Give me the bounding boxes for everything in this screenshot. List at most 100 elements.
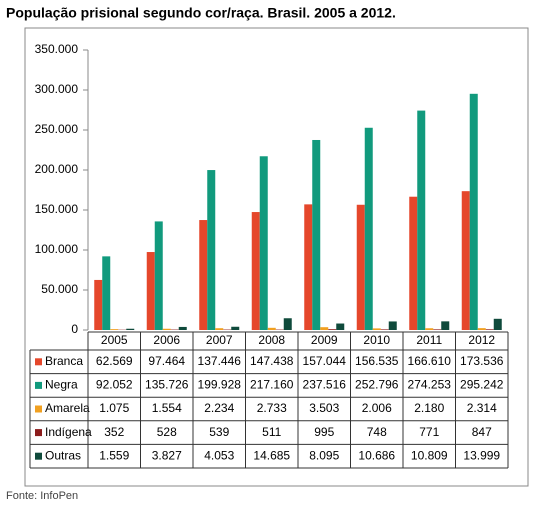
table-value: 10.686: [358, 448, 395, 462]
table-value: 1.554: [152, 401, 182, 415]
y-tick-label: 150.000: [35, 202, 79, 216]
legend-swatch: [35, 382, 42, 389]
table-value: 2.314: [467, 401, 497, 415]
legend-label: Amarela: [45, 401, 90, 415]
table-value: 1.075: [99, 401, 129, 415]
bar: [179, 327, 187, 330]
bar: [373, 328, 381, 330]
bar: [102, 256, 110, 330]
table-value: 511: [262, 425, 281, 439]
x-tick-label: 2008: [258, 333, 285, 347]
bar: [365, 128, 373, 330]
x-tick-label: 2010: [363, 333, 390, 347]
table-value: 2.006: [362, 401, 392, 415]
legend-swatch: [35, 358, 42, 365]
bar: [312, 140, 320, 330]
bar: [336, 324, 344, 330]
x-tick-label: 2007: [206, 333, 233, 347]
table-value: 274.253: [408, 378, 452, 392]
table-value: 135.726: [145, 378, 189, 392]
bar: [126, 329, 134, 330]
bar: [231, 327, 239, 330]
chart-frame: [25, 28, 528, 486]
table-value: 97.464: [148, 354, 185, 368]
legend-swatch: [35, 406, 42, 413]
x-tick-label: 2009: [311, 333, 338, 347]
x-tick-label: 2011: [416, 333, 442, 347]
table-value: 137.446: [198, 354, 242, 368]
table-value: 14.685: [253, 448, 290, 462]
y-tick-label: 200.000: [35, 162, 79, 176]
table-value: 217.160: [250, 378, 294, 392]
bar: [417, 111, 425, 330]
bar: [320, 327, 328, 330]
bar: [425, 328, 433, 330]
table-value: 748: [367, 425, 387, 439]
y-tick-label: 350.000: [35, 42, 79, 56]
table-value: 173.536: [460, 354, 504, 368]
y-tick-label: 50.000: [41, 282, 78, 296]
chart-title: População prisional segundo cor/raça. Br…: [6, 5, 396, 21]
legend-swatch: [35, 453, 42, 460]
bar: [94, 280, 102, 330]
bar: [260, 156, 268, 330]
bar: [381, 329, 389, 330]
bar: [304, 204, 312, 330]
bar: [494, 319, 502, 330]
source: Fonte: InfoPen: [6, 490, 78, 502]
table-value: 1.559: [99, 448, 129, 462]
bar: [252, 212, 260, 330]
bar: [284, 318, 292, 330]
table-value: 166.610: [408, 354, 452, 368]
bar: [357, 205, 365, 330]
bar: [163, 329, 171, 330]
table-value: 3.827: [152, 448, 182, 462]
x-tick-label: 2006: [153, 333, 180, 347]
bar: [215, 328, 223, 330]
legend-label: Outras: [45, 448, 81, 462]
table-value: 199.928: [198, 378, 242, 392]
table-value: 62.569: [96, 354, 133, 368]
bar: [433, 329, 441, 330]
bar: [441, 321, 449, 330]
legend-label: Branca: [45, 354, 83, 368]
table-value: 2.234: [204, 401, 234, 415]
table-value: 252.796: [355, 378, 399, 392]
bar: [207, 170, 215, 330]
bar: [478, 328, 486, 330]
bar: [155, 221, 163, 330]
table-value: 157.044: [303, 354, 347, 368]
bar: [268, 328, 276, 330]
bar: [462, 191, 470, 330]
table-value: 156.535: [355, 354, 399, 368]
table-value: 771: [419, 425, 439, 439]
table-value: 352: [104, 425, 124, 439]
bar: [199, 220, 207, 330]
table-value: 13.999: [463, 448, 500, 462]
table-value: 539: [209, 425, 229, 439]
y-tick-label: 250.000: [35, 122, 79, 136]
table-value: 92.052: [96, 378, 133, 392]
bar: [147, 252, 155, 330]
table-value: 295.242: [460, 378, 504, 392]
y-tick-label: 300.000: [35, 82, 79, 96]
table-value: 147.438: [250, 354, 294, 368]
table-value: 237.516: [303, 378, 347, 392]
bar: [110, 329, 118, 330]
table-value: 3.503: [309, 401, 339, 415]
bar: [470, 94, 478, 330]
table-value: 10.809: [411, 448, 448, 462]
y-tick-label: 0: [71, 322, 78, 336]
legend-label: Negra: [45, 378, 78, 392]
table-value: 528: [157, 425, 177, 439]
x-tick-label: 2005: [101, 333, 128, 347]
table-value: 8.095: [309, 448, 339, 462]
x-tick-label: 2012: [468, 333, 495, 347]
table-value: 995: [314, 425, 334, 439]
table-value: 4.053: [204, 448, 234, 462]
y-tick-label: 100.000: [35, 242, 79, 256]
bar: [328, 329, 336, 330]
table-value: 2.733: [257, 401, 287, 415]
table-value: 847: [472, 425, 492, 439]
